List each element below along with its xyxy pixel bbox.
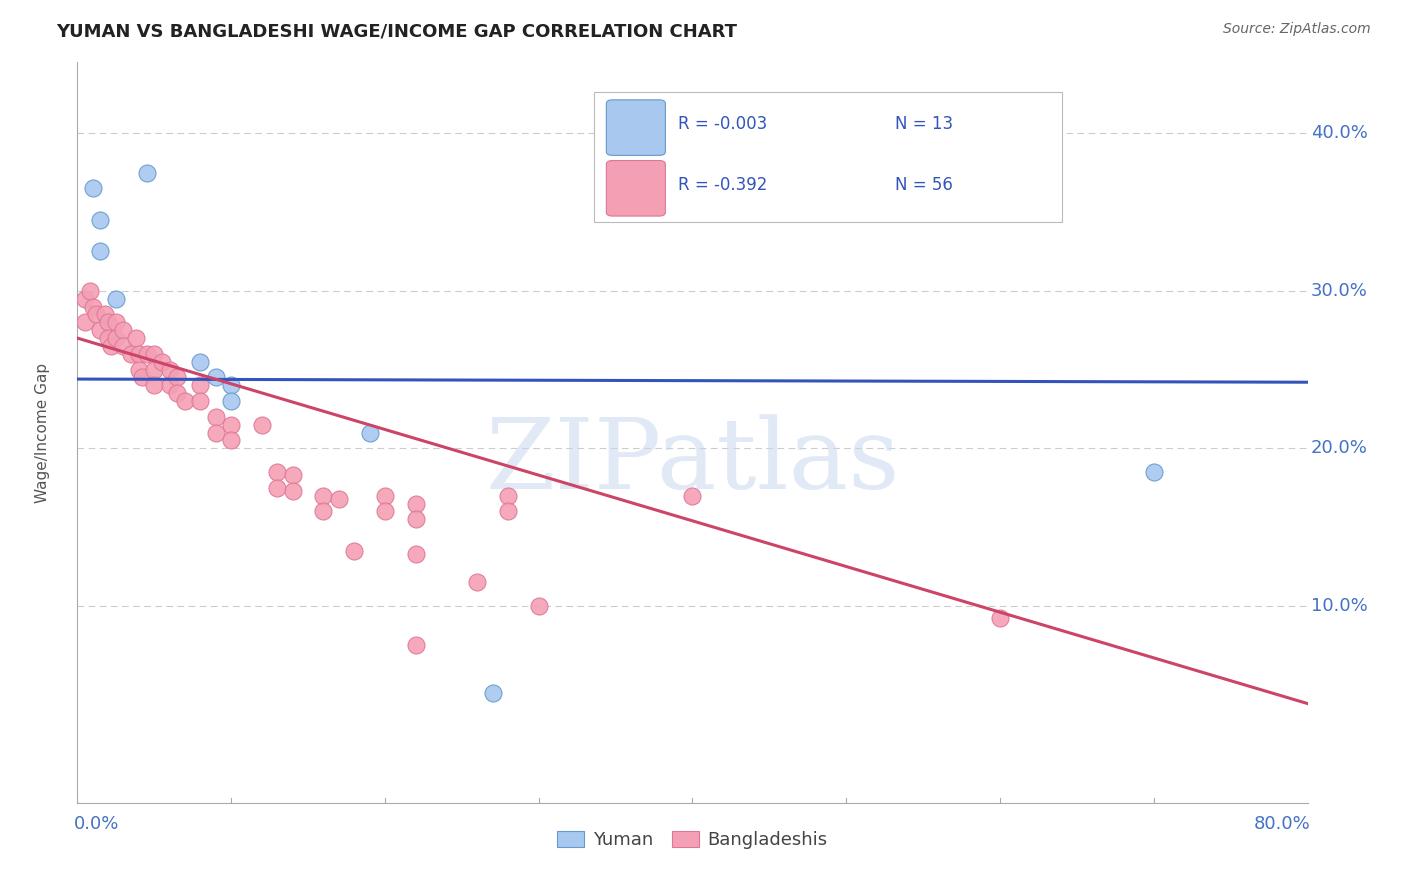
Text: R = -0.003: R = -0.003 [678, 115, 766, 133]
Text: Wage/Income Gap: Wage/Income Gap [35, 362, 51, 503]
Point [125, 331, 148, 345]
Text: 10.0%: 10.0% [1310, 597, 1368, 615]
Point [204, 409, 226, 424]
Point [128, 362, 150, 376]
Point [204, 425, 226, 440]
Point [104, 292, 127, 306]
Point [266, 465, 288, 479]
FancyBboxPatch shape [606, 100, 665, 155]
Point [405, 638, 427, 652]
Point [112, 323, 135, 337]
Point [988, 611, 1011, 625]
Text: 20.0%: 20.0% [1310, 440, 1368, 458]
Text: ZIPatlas: ZIPatlas [485, 415, 900, 510]
Point [112, 339, 135, 353]
Point [89, 213, 111, 227]
Point [405, 512, 427, 526]
Text: 40.0%: 40.0% [1310, 124, 1368, 143]
Point [281, 468, 304, 483]
Text: YUMAN VS BANGLADESHI WAGE/INCOME GAP CORRELATION CHART: YUMAN VS BANGLADESHI WAGE/INCOME GAP COR… [56, 22, 737, 40]
Point [328, 491, 350, 506]
Point [159, 378, 181, 392]
Point [135, 166, 157, 180]
Point [312, 504, 335, 518]
Point [405, 547, 427, 561]
Point [1143, 465, 1166, 479]
Point [266, 481, 288, 495]
Text: Source: ZipAtlas.com: Source: ZipAtlas.com [1223, 22, 1371, 37]
Point [166, 386, 188, 401]
Point [219, 417, 242, 432]
Point [343, 543, 366, 558]
Point [188, 355, 212, 369]
Point [496, 489, 519, 503]
Point [84, 308, 107, 322]
Point [82, 300, 104, 314]
Point [104, 315, 127, 329]
Point [100, 339, 122, 353]
Text: 30.0%: 30.0% [1310, 282, 1368, 300]
Point [359, 425, 381, 440]
Text: 0.0%: 0.0% [75, 815, 120, 833]
Point [159, 362, 181, 376]
Point [135, 347, 157, 361]
Point [374, 504, 396, 518]
Point [131, 370, 153, 384]
Legend: Yuman, Bangladeshis: Yuman, Bangladeshis [550, 824, 835, 856]
Text: 80.0%: 80.0% [1254, 815, 1310, 833]
Point [405, 496, 427, 510]
Point [143, 347, 166, 361]
Point [496, 504, 519, 518]
FancyBboxPatch shape [606, 161, 665, 216]
FancyBboxPatch shape [595, 92, 1062, 221]
Point [143, 362, 166, 376]
Point [465, 575, 488, 590]
Point [143, 378, 166, 392]
Point [219, 378, 242, 392]
Point [374, 489, 396, 503]
Point [219, 434, 242, 448]
Point [104, 331, 127, 345]
Point [312, 489, 335, 503]
Point [835, 150, 858, 164]
Point [166, 370, 188, 384]
Point [89, 244, 111, 259]
Point [97, 331, 120, 345]
Point [188, 378, 212, 392]
Point [481, 685, 503, 699]
Point [89, 323, 111, 337]
Point [128, 347, 150, 361]
Point [150, 355, 173, 369]
Point [79, 284, 101, 298]
Point [219, 394, 242, 409]
Point [527, 599, 550, 613]
Point [120, 347, 142, 361]
Point [97, 315, 120, 329]
Point [250, 417, 273, 432]
Point [682, 489, 704, 503]
Text: N = 13: N = 13 [896, 115, 953, 133]
Point [82, 181, 104, 195]
Point [73, 292, 96, 306]
Point [281, 483, 304, 498]
Point [188, 394, 212, 409]
Point [94, 308, 117, 322]
Point [174, 394, 197, 409]
Point [204, 370, 226, 384]
Point [73, 315, 96, 329]
Text: R = -0.392: R = -0.392 [678, 176, 768, 194]
Text: N = 56: N = 56 [896, 176, 953, 194]
